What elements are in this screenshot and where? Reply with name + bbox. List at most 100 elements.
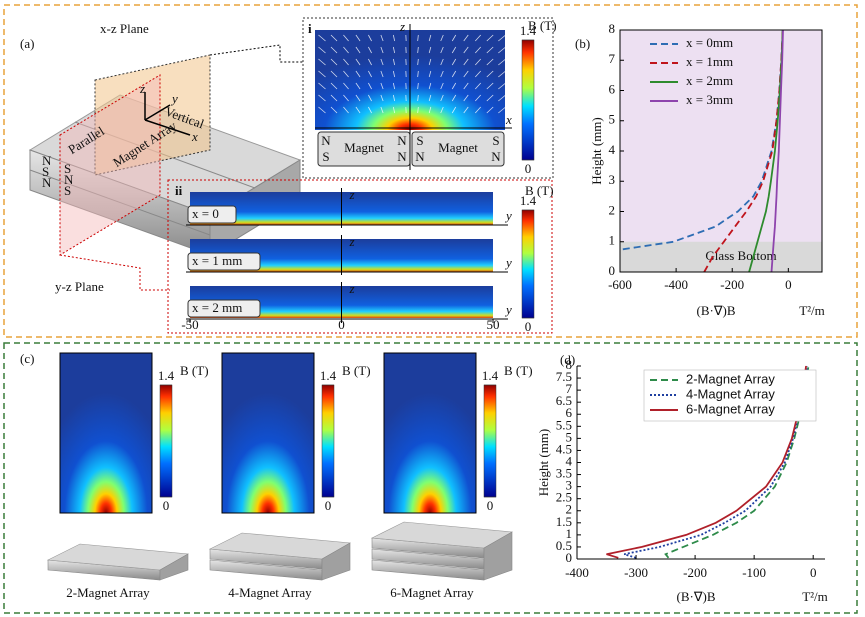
panel-a-frame xyxy=(3,4,858,338)
legend-label: 2-Magnet Array xyxy=(686,371,775,386)
plot-background xyxy=(620,30,822,272)
field-arrow xyxy=(330,106,338,114)
y-tick-label: 8 xyxy=(609,21,616,36)
colorbar-tick-label: 1.4 xyxy=(482,368,499,383)
pole-label: N xyxy=(42,153,52,168)
legend-label: x = 2mm xyxy=(686,73,733,88)
field-arrow xyxy=(392,58,396,66)
colorbar-tick-label: 0 xyxy=(525,319,532,334)
x-tick-label: -200 xyxy=(683,565,707,580)
field-arrow xyxy=(392,82,396,90)
field-arrow xyxy=(440,94,444,102)
colorbar-title: B (T) xyxy=(180,363,209,378)
y-tick-label: 6 xyxy=(609,81,616,96)
field-arrow xyxy=(486,106,494,114)
field-arrow xyxy=(498,34,506,42)
legend-label: 4-Magnet Array xyxy=(686,386,775,401)
panel-c-frame xyxy=(3,342,858,614)
colorbar-tick-label: 0 xyxy=(525,161,532,176)
field-arrow xyxy=(428,106,432,114)
field-arrow xyxy=(463,46,469,54)
field-arrow xyxy=(417,106,419,114)
magnet-end xyxy=(159,553,189,581)
axis-letter: z xyxy=(139,81,145,96)
field-arrow xyxy=(368,94,372,102)
legend-label: x = 0mm xyxy=(686,35,733,50)
magnet-block xyxy=(411,131,505,167)
strip-label: x = 1 mm xyxy=(192,253,242,268)
colorbar-tick-label: 0 xyxy=(325,498,332,513)
field-arrow xyxy=(380,58,384,66)
colorbar-tick-label: 0 xyxy=(487,498,494,513)
colorbar xyxy=(521,39,535,161)
y-tick-label: 3 xyxy=(566,478,573,493)
y-tick-label: 7.5 xyxy=(556,369,572,384)
field-arrow xyxy=(368,106,372,114)
field-arrow xyxy=(440,70,444,78)
field-arrow xyxy=(486,34,494,42)
field-arrow xyxy=(451,94,457,102)
shaded-label: Glass Bottom xyxy=(705,248,776,263)
field-arrow xyxy=(463,34,469,42)
field-arrow xyxy=(486,94,494,102)
field-arrow xyxy=(486,58,494,66)
x-tick-label: -200 xyxy=(720,277,744,292)
strip-label: x = 2 mm xyxy=(192,300,242,315)
colorbar xyxy=(321,384,335,498)
axis-letter: y xyxy=(170,91,178,106)
field-arrow xyxy=(417,70,419,78)
legend-label: 6-Magnet Array xyxy=(686,401,775,416)
field-arrow xyxy=(486,46,494,54)
field-arrow xyxy=(440,106,444,114)
field-arrow xyxy=(368,70,372,78)
field-arrow xyxy=(498,70,506,78)
field-arrow xyxy=(417,58,419,66)
field-arrow xyxy=(368,46,372,54)
field-arrow xyxy=(417,34,419,42)
strip-label-box xyxy=(187,299,261,318)
y-tick-label: 1.5 xyxy=(556,514,572,529)
y-tick-label: 3.5 xyxy=(556,466,572,481)
field-arrow xyxy=(451,106,457,114)
axis-letter: z xyxy=(349,187,355,202)
field-arrow xyxy=(498,46,506,54)
pole-label: N xyxy=(491,149,501,164)
y-tick-label: 1 xyxy=(566,526,573,541)
field-arrow xyxy=(330,46,338,54)
x-tick-label: -100 xyxy=(742,565,766,580)
inset-label: ii xyxy=(175,183,183,198)
field-arrow xyxy=(428,70,432,78)
field-arrow xyxy=(343,70,349,78)
axis-letter: y xyxy=(504,208,512,223)
field-arrow xyxy=(463,106,469,114)
pole-label: S xyxy=(492,133,499,148)
colorbar xyxy=(159,384,173,498)
y-tick-label: 2 xyxy=(609,202,616,217)
field-arrow xyxy=(318,34,326,42)
colorbar-title: B (T) xyxy=(525,183,554,198)
field-arrow xyxy=(440,82,444,90)
field-map xyxy=(221,352,315,514)
field-arrow xyxy=(318,58,326,66)
y-tick-label: 0 xyxy=(609,263,616,278)
field-arrow xyxy=(355,34,361,42)
inset-i-frame xyxy=(302,17,554,179)
pole-label: S xyxy=(322,149,329,164)
pole-label: S xyxy=(64,161,71,176)
field-arrow xyxy=(380,34,384,42)
colorbar-tick-label: 1.4 xyxy=(320,368,337,383)
x-tick-label: -400 xyxy=(664,277,688,292)
strip-label-box xyxy=(187,205,237,224)
field-arrow xyxy=(498,58,506,66)
axis-letter: x xyxy=(505,112,512,127)
field-arrow xyxy=(463,58,469,66)
field-arrow xyxy=(474,70,482,78)
field-arrow xyxy=(451,70,457,78)
x-tick-label: -300 xyxy=(624,565,648,580)
y-axis-label: Height (mm) xyxy=(589,117,604,185)
field-map xyxy=(383,352,477,514)
field-arrow xyxy=(417,94,419,102)
pole-label: N xyxy=(415,149,425,164)
legend-label: x = 1mm xyxy=(686,54,733,69)
